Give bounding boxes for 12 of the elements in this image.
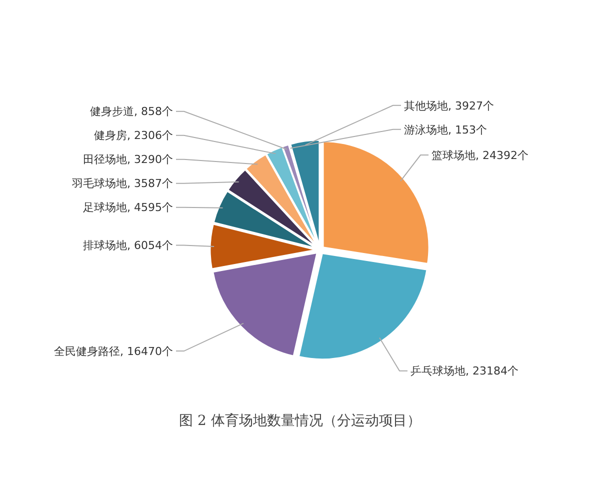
slice-label: 排球场地, 6054个 (83, 239, 173, 252)
text: 图 2 体育场地数量情况（分运动项目） (179, 412, 421, 429)
slice-label: 全民健身路径, 16470个 (54, 344, 173, 358)
slice-label: 乒乓球场地, 23184个 (410, 364, 518, 378)
slice-label: 田径场地, 3290个 (83, 153, 173, 166)
slice-label: 其他场地, 3927个 (404, 99, 494, 112)
slice-label: 足球场地, 4595个 (83, 201, 173, 214)
slice-label: 健身步道, 858个 (90, 105, 173, 118)
slice-label: 游泳场地, 153个 (404, 123, 487, 136)
slice-label: 篮球场地, 24392个 (432, 148, 529, 162)
slice-label: 健身房, 2306个 (94, 129, 173, 142)
slice-label: 羽毛球场地, 3587个 (72, 177, 173, 190)
